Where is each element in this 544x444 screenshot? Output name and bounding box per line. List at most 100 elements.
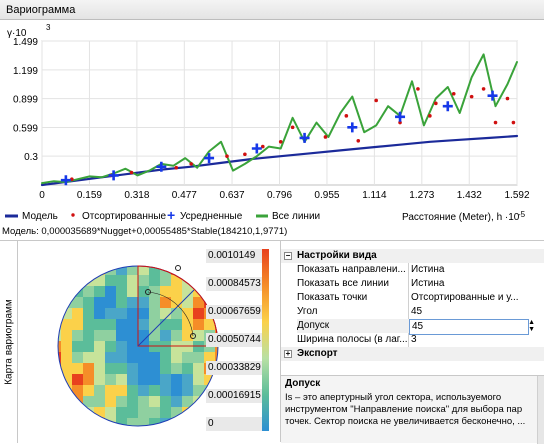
section-export[interactable]: + Экспорт [281,347,544,361]
map-cell [94,256,105,264]
map-cell [138,374,149,385]
map-cell [149,297,160,308]
property-row-angle[interactable]: Угол 45 [281,305,544,319]
sorted-point [511,120,516,125]
map-cell [61,266,72,275]
property-value[interactable]: 45 [411,306,423,317]
property-row-show-all-lines[interactable]: Показать все линии Истина [281,277,544,291]
map-cell [160,308,171,319]
map-cell [72,297,83,308]
map-cell [94,297,105,308]
map-cell [160,396,171,407]
map-cell [127,275,138,286]
map-cell [61,396,72,407]
map-cell [116,363,127,374]
map-cell [61,319,72,330]
property-row-band-width[interactable]: Ширина полосы (в лаг... 3 [281,333,544,347]
sector-handle-2[interactable] [190,333,196,339]
model-formula: Модель: 0,000035689*Nugget+0,00055485*St… [2,226,288,237]
map-cell [61,341,72,352]
property-row-show-points[interactable]: Показать точки Отсортированные и у... [281,291,544,305]
map-cell [193,352,204,363]
map-cell [58,385,61,396]
map-cell [105,385,116,396]
map-cell [116,352,127,363]
variogram-map[interactable] [55,256,221,436]
section-title: Экспорт [297,348,338,359]
expand-icon[interactable]: + [284,349,292,358]
map-cell [83,256,94,264]
map-cell [105,308,116,319]
property-value[interactable]: 3 [411,334,417,345]
map-cell [83,297,94,308]
property-name: Показать направлени... [297,264,406,275]
model-curve [40,134,519,187]
y-tick-label: 0.599 [13,123,38,134]
x-tick-label: 1.432 [457,190,482,201]
map-cell [127,418,138,426]
map-cell [138,385,149,396]
map-cell [61,286,72,297]
map-cell [116,418,127,426]
map-cell [83,352,94,363]
map-cell [138,418,149,426]
map-cell [72,407,83,418]
property-name: Показать точки [297,292,368,303]
tolerance-input[interactable]: 45 [409,319,529,335]
scale-value: 0 [206,417,262,431]
map-cell [127,429,138,436]
map-cell [149,429,160,436]
map-cell [149,286,160,297]
map-cell [127,407,138,418]
map-cell [138,286,149,297]
map-cell [72,266,83,275]
map-cell [116,286,127,297]
property-row-show-directions[interactable]: Показать направлени... Истина [281,263,544,277]
x-tick-label: 0 [39,190,45,201]
map-cell [105,330,116,341]
sector-handle-1[interactable] [145,289,151,295]
properties-panel: − Настройки вида Показать направлени... … [280,240,544,444]
averaged-point [204,153,215,164]
map-cell [171,385,182,396]
map-cell [127,352,138,363]
map-cell [83,418,94,426]
property-value[interactable]: Истина [411,278,445,289]
map-cell [138,256,149,264]
map-cell [61,330,72,341]
spin-arrows-icon[interactable]: ▲ ▼ [528,319,535,333]
sector-handle-3[interactable] [175,265,181,271]
map-cell [94,418,105,426]
map-cell [58,330,61,341]
property-value[interactable]: Отсортированные и у... [411,292,519,303]
averaged-point [299,132,310,143]
map-cell [149,256,160,264]
variogram-chart[interactable]: γ·10 3 0 0.159 0.318 0.477 0.637 0.796 0.955 1.… [0,20,544,226]
section-view-settings[interactable]: − Настройки вида [281,249,544,263]
map-cell [105,319,116,330]
map-cell [160,275,171,286]
scale-value: 0.00067659 [206,305,262,319]
sorted-point [278,139,283,144]
property-name: Показать все линии [297,278,389,289]
map-cell [116,407,127,418]
property-value[interactable]: Истина [411,264,445,275]
map-cell [193,275,204,286]
map-cell [116,266,127,275]
collapse-icon[interactable]: − [284,251,292,260]
map-cell [193,297,204,308]
description-scrollbar[interactable] [537,376,544,444]
map-cell [83,319,94,330]
map-cell [182,286,193,297]
map-cell [61,256,72,264]
property-row-tolerance[interactable]: Допуск 45 ▲ ▼ [281,319,544,335]
map-cell [94,374,105,385]
map-cell [149,266,160,275]
map-cell [58,297,61,308]
map-cell [160,330,171,341]
scale-value: 0.00016915 [206,389,262,403]
map-cell [171,256,182,264]
map-cell [83,286,94,297]
map-cell [193,429,204,436]
map-cell [193,418,204,426]
